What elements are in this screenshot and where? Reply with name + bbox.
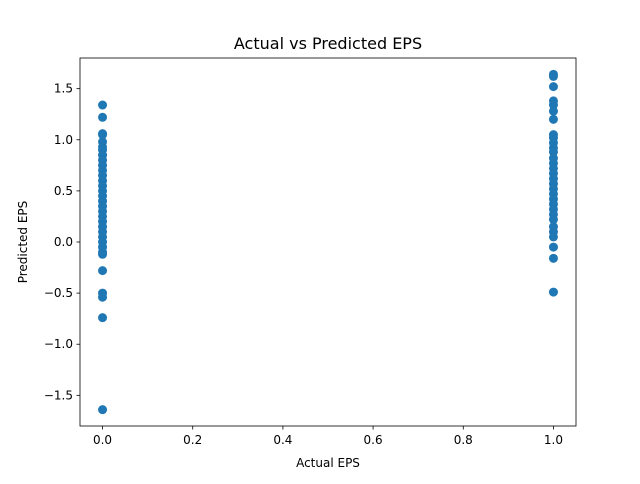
point [98,249,108,259]
x-tick-label: 1.0 [544,433,563,447]
y-tick-label: −0.5 [44,286,73,300]
y-tick-label: 0.5 [54,184,73,198]
point [548,215,558,225]
point [98,405,108,415]
y-tick-label: −1.0 [44,337,73,351]
point [548,242,558,252]
point [98,313,108,323]
point [548,82,558,92]
y-axis-label: Predicted EPS [16,201,30,284]
point [98,112,108,122]
point [98,100,108,110]
point [98,266,108,276]
point [548,232,558,242]
x-tick-label: 0.0 [93,433,112,447]
x-tick-label: 0.4 [273,433,292,447]
y-tick-label: 1.0 [54,133,73,147]
point [98,130,108,140]
y-tick-label: 0.0 [54,235,73,249]
point [98,292,108,302]
y-tick-label: 1.5 [54,82,73,96]
x-tick-label: 0.6 [364,433,383,447]
point [548,71,558,81]
point [548,287,558,297]
point [548,114,558,124]
x-tick-label: 0.2 [183,433,202,447]
x-tick-label: 0.8 [454,433,473,447]
y-tick-label: −1.5 [44,388,73,402]
point [548,106,558,116]
point [548,253,558,263]
x-axis-label: Actual EPS [296,456,360,470]
plot-frame [79,57,577,427]
chart-title: Actual vs Predicted EPS [234,34,422,53]
